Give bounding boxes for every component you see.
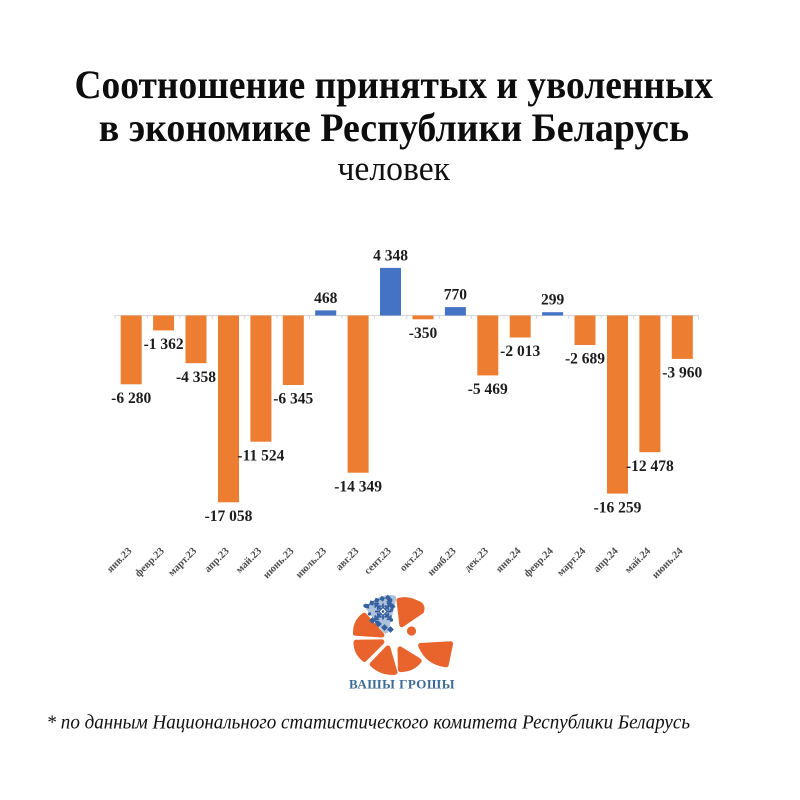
svg-text:-350: -350 <box>409 325 438 342</box>
svg-text:468: 468 <box>314 290 338 307</box>
svg-text:* по данным Национального стат: * по данным Национального статистическог… <box>47 713 691 734</box>
svg-text:4 348: 4 348 <box>373 247 408 264</box>
svg-text:Соотношение принятых и уволенн: Соотношение принятых и уволенных <box>75 62 714 107</box>
svg-text:-16 259: -16 259 <box>594 499 642 516</box>
svg-text:-17 058: -17 058 <box>205 508 253 525</box>
svg-text:299: 299 <box>541 292 565 309</box>
svg-text:770: 770 <box>444 287 468 304</box>
svg-text:-6 280: -6 280 <box>111 390 151 407</box>
svg-text:-14 349: -14 349 <box>334 478 382 495</box>
svg-text:-2 013: -2 013 <box>500 343 540 360</box>
svg-text:-1 362: -1 362 <box>144 336 184 353</box>
svg-text:-4 358: -4 358 <box>176 369 216 386</box>
svg-text:-11 524: -11 524 <box>237 447 284 464</box>
svg-text:ВАШЫ ГРОШЫ: ВАШЫ ГРОШЫ <box>349 677 455 692</box>
svg-text:-12 478: -12 478 <box>626 458 674 475</box>
svg-text:-3 960: -3 960 <box>662 365 702 382</box>
svg-text:-2 689: -2 689 <box>565 351 605 368</box>
svg-text:человек: человек <box>338 149 451 188</box>
svg-text:в экономике Республики Беларус: в экономике Республики Беларусь <box>99 105 689 150</box>
svg-text:-5 469: -5 469 <box>468 381 508 398</box>
svg-text:-6 345: -6 345 <box>273 391 313 408</box>
